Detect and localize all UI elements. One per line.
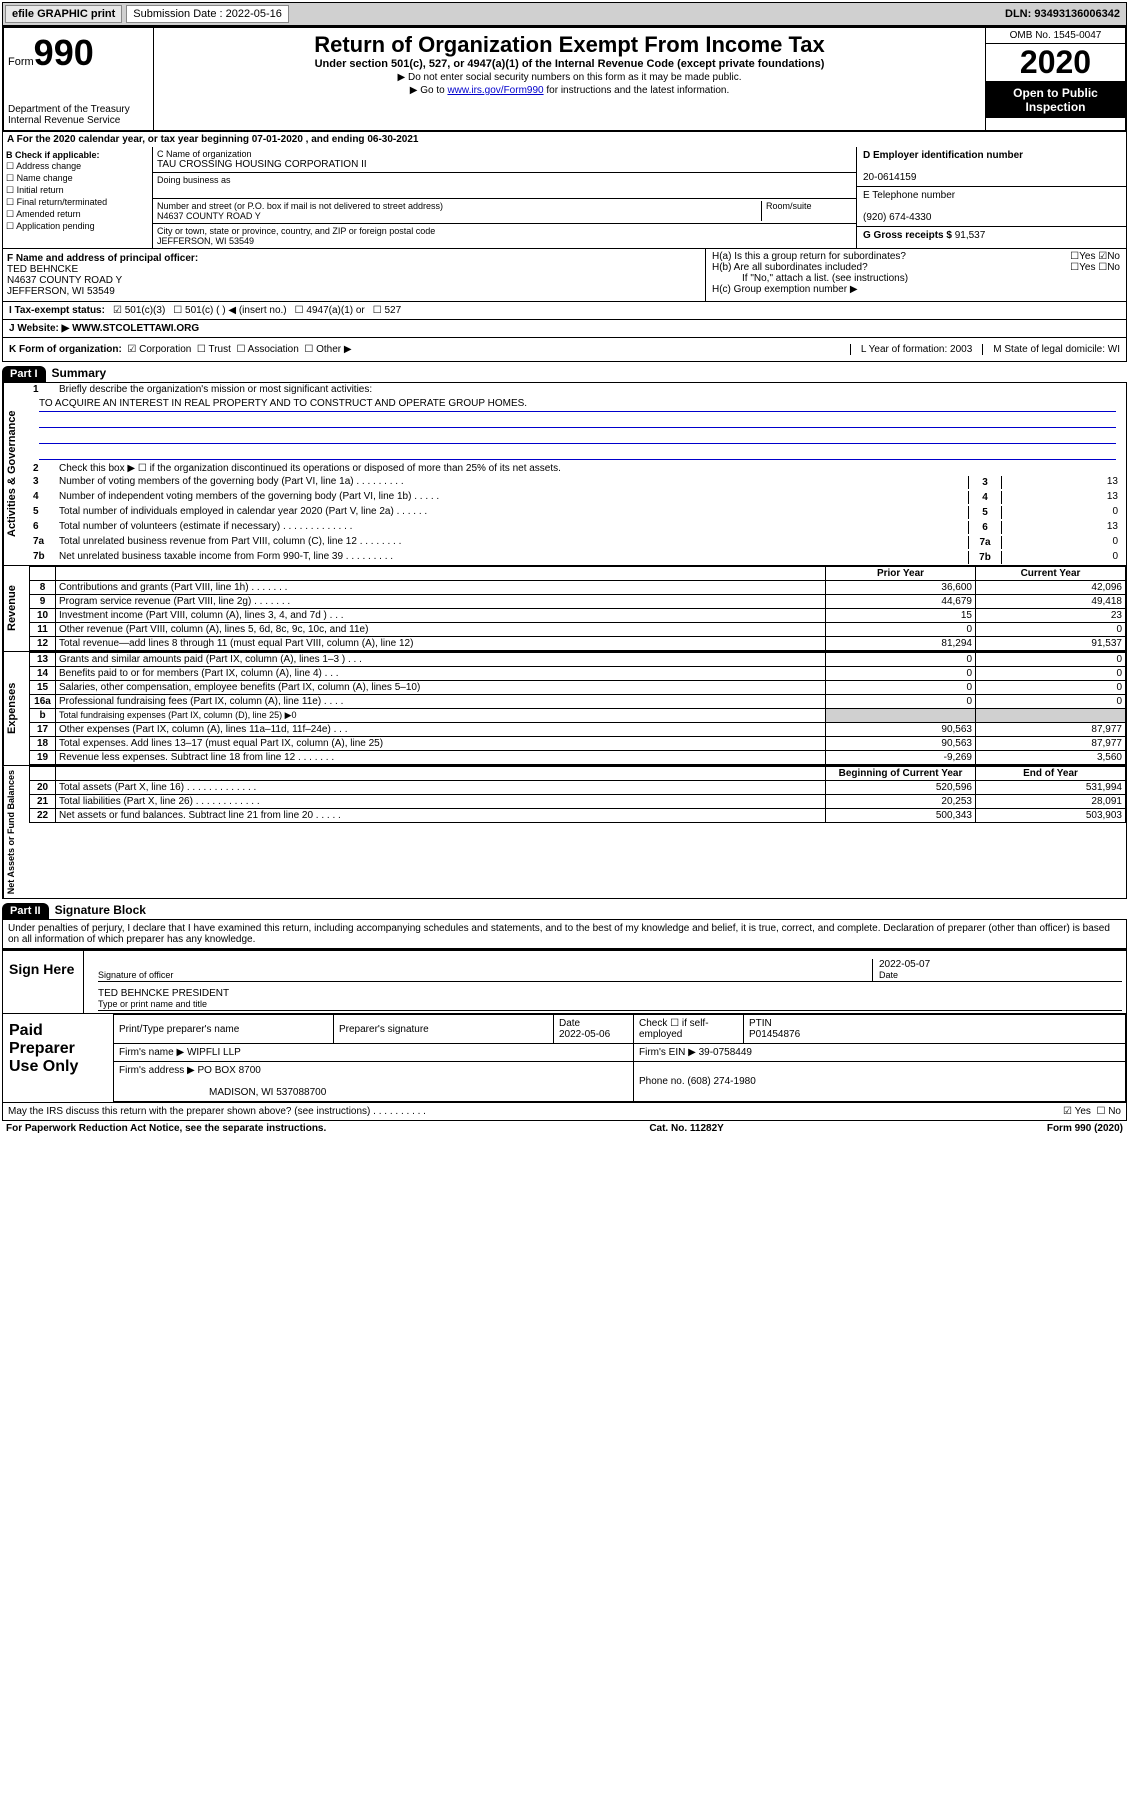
expenses-table: 13Grants and similar amounts paid (Part … [29,652,1126,765]
year-formation: L Year of formation: 2003 [850,344,982,355]
form-number: 990 [34,32,94,73]
city-state-zip: JEFFERSON, WI 53549 [157,236,254,246]
gov-line: 4Number of independent voting members of… [29,490,1126,505]
chk-amended[interactable]: ☐ Amended return [6,209,149,220]
efile-button[interactable]: efile GRAPHIC print [5,5,122,23]
table-row: 13Grants and similar amounts paid (Part … [30,653,1126,667]
ptin-value: P01454876 [749,1029,800,1040]
sign-here-block: Sign Here Signature of officer 2022-05-0… [2,949,1127,1014]
firm-address: Firm's address ▶ PO BOX 8700 MADISON, WI… [114,1062,634,1102]
revenue-table: Prior YearCurrent Year 8Contributions an… [29,566,1126,651]
chk-name[interactable]: ☐ Name change [6,173,149,184]
firm-ein: Firm's EIN ▶ 39-0758449 [634,1044,1126,1062]
telephone: (920) 674-4330 [863,212,931,223]
table-row: 18Total expenses. Add lines 13–17 (must … [30,737,1126,751]
gov-line: 7aTotal unrelated business revenue from … [29,535,1126,550]
gross-receipts: 91,537 [955,230,986,241]
dept-treasury: Department of the Treasury [8,104,149,115]
table-row: 19Revenue less expenses. Subtract line 1… [30,751,1126,765]
form-footer: Form 990 (2020) [1047,1123,1123,1134]
paid-preparer-label: Paid Preparer Use Only [3,1014,113,1102]
perjury-declaration: Under penalties of perjury, I declare th… [2,919,1127,949]
discuss-line: May the IRS discuss this return with the… [2,1103,1127,1121]
chk-address[interactable]: ☐ Address change [6,161,149,172]
form-note-1: ▶ Do not enter social security numbers o… [162,72,977,83]
state-domicile: M State of legal domicile: WI [982,344,1120,355]
form-title: Return of Organization Exempt From Incom… [162,32,977,58]
form990-link[interactable]: www.irs.gov/Form990 [447,85,543,96]
open-to-public: Open to Public Inspection [986,82,1125,118]
side-governance: Activities & Governance [3,383,29,565]
chk-pending[interactable]: ☐ Application pending [6,221,149,232]
table-row: 14Benefits paid to or for members (Part … [30,667,1126,681]
table-row: 15Salaries, other compensation, employee… [30,681,1126,695]
table-row: 12Total revenue—add lines 8 through 11 (… [30,637,1126,651]
submission-date: Submission Date : 2022-05-16 [126,5,289,23]
entity-center: C Name of organizationTAU CROSSING HOUSI… [153,147,856,248]
sign-here-label: Sign Here [3,951,83,1013]
header-left: Form990 Department of the Treasury Inter… [4,28,154,130]
entity-right: D Employer identification number20-06141… [856,147,1126,248]
omb-number: OMB No. 1545-0047 [986,28,1125,44]
table-row: 11Other revenue (Part VIII, column (A), … [30,623,1126,637]
chk-initial[interactable]: ☐ Initial return [6,185,149,196]
tax-period: A For the 2020 calendar year, or tax yea… [2,132,1127,147]
principal-officer: F Name and address of principal officer:… [3,249,706,301]
table-row: 17Other expenses (Part IX, column (A), l… [30,723,1126,737]
cat-no: Cat. No. 11282Y [649,1123,723,1134]
website-line: J Website: ▶ WWW.STCOLETTAWI.ORG [2,320,1127,338]
pra-notice: For Paperwork Reduction Act Notice, see … [6,1123,326,1134]
side-expenses: Expenses [3,652,29,765]
chk-final[interactable]: ☐ Final return/terminated [6,197,149,208]
table-row: 10Investment income (Part VIII, column (… [30,609,1126,623]
table-row: 9Program service revenue (Part VIII, lin… [30,595,1126,609]
table-row: 8Contributions and grants (Part VIII, li… [30,581,1126,595]
part-1: Part ISummary Activities & Governance 1B… [2,366,1127,899]
tax-exempt-status: I Tax-exempt status: ☑ 501(c)(3) ☐ 501(c… [2,302,1127,320]
footer-line: For Paperwork Reduction Act Notice, see … [2,1121,1127,1136]
mission-statement: TO ACQUIRE AN INTEREST IN REAL PROPERTY … [39,398,1116,412]
part-2: Part IISignature Block Under penalties o… [2,903,1127,949]
k-form-line: K Form of organization: ☑ Corporation ☐ … [2,338,1127,362]
form-subtitle: Under section 501(c), 527, or 4947(a)(1)… [162,58,977,70]
dept-irs: Internal Revenue Service [8,115,149,126]
tax-year: 2020 [986,44,1125,82]
dba-label: Doing business as [153,173,856,199]
form-note-2: ▶ Go to www.irs.gov/Form990 for instruct… [162,85,977,96]
gov-line: 5Total number of individuals employed in… [29,505,1126,520]
part1-header: Part I [2,366,46,382]
officer-group-row: F Name and address of principal officer:… [2,249,1127,302]
gov-line: 7bNet unrelated business taxable income … [29,550,1126,565]
table-row: 20Total assets (Part X, line 16) . . . .… [30,781,1126,795]
street-address: N4637 COUNTY ROAD Y [157,211,261,221]
table-row: bTotal fundraising expenses (Part IX, co… [30,709,1126,723]
website-value: WWW.STCOLETTAWI.ORG [69,323,199,334]
form-word: Form [8,56,34,68]
netassets-table: Beginning of Current YearEnd of Year 20T… [29,766,1126,823]
group-return: H(a) Is this a group return for subordin… [706,249,1126,301]
firm-phone: Phone no. (608) 274-1980 [634,1062,1126,1102]
part2-header: Part II [2,903,49,919]
header-center: Return of Organization Exempt From Incom… [154,28,985,130]
table-row: 16aProfessional fundraising fees (Part I… [30,695,1126,709]
paid-preparer-block: Paid Preparer Use Only Print/Type prepar… [2,1014,1127,1103]
signature-of-officer: Signature of officer [98,959,872,981]
table-row: 21Total liabilities (Part X, line 26) . … [30,795,1126,809]
room-suite: Room/suite [762,201,852,221]
side-revenue: Revenue [3,566,29,651]
org-name: TAU CROSSING HOUSING CORPORATION II [157,159,367,170]
table-row: 22Net assets or fund balances. Subtract … [30,809,1126,823]
ein-value: 20-0614159 [863,172,916,183]
side-netassets: Net Assets or Fund Balances [3,766,29,898]
dln-label: DLN: 93493136006342 [1005,8,1124,20]
check-if-applicable: B Check if applicable: ☐ Address change … [3,147,153,248]
gov-line: 3Number of voting members of the governi… [29,475,1126,490]
topbar: efile GRAPHIC print Submission Date : 20… [2,2,1127,26]
form-header: Form990 Department of the Treasury Inter… [2,26,1127,132]
officer-name-title: TED BEHNCKE PRESIDENT [98,988,229,999]
header-right: OMB No. 1545-0047 2020 Open to Public In… [985,28,1125,130]
firm-name: Firm's name ▶ WIPFLI LLP [114,1044,634,1062]
gov-line: 6Total number of volunteers (estimate if… [29,520,1126,535]
entity-block: B Check if applicable: ☐ Address change … [2,147,1127,249]
